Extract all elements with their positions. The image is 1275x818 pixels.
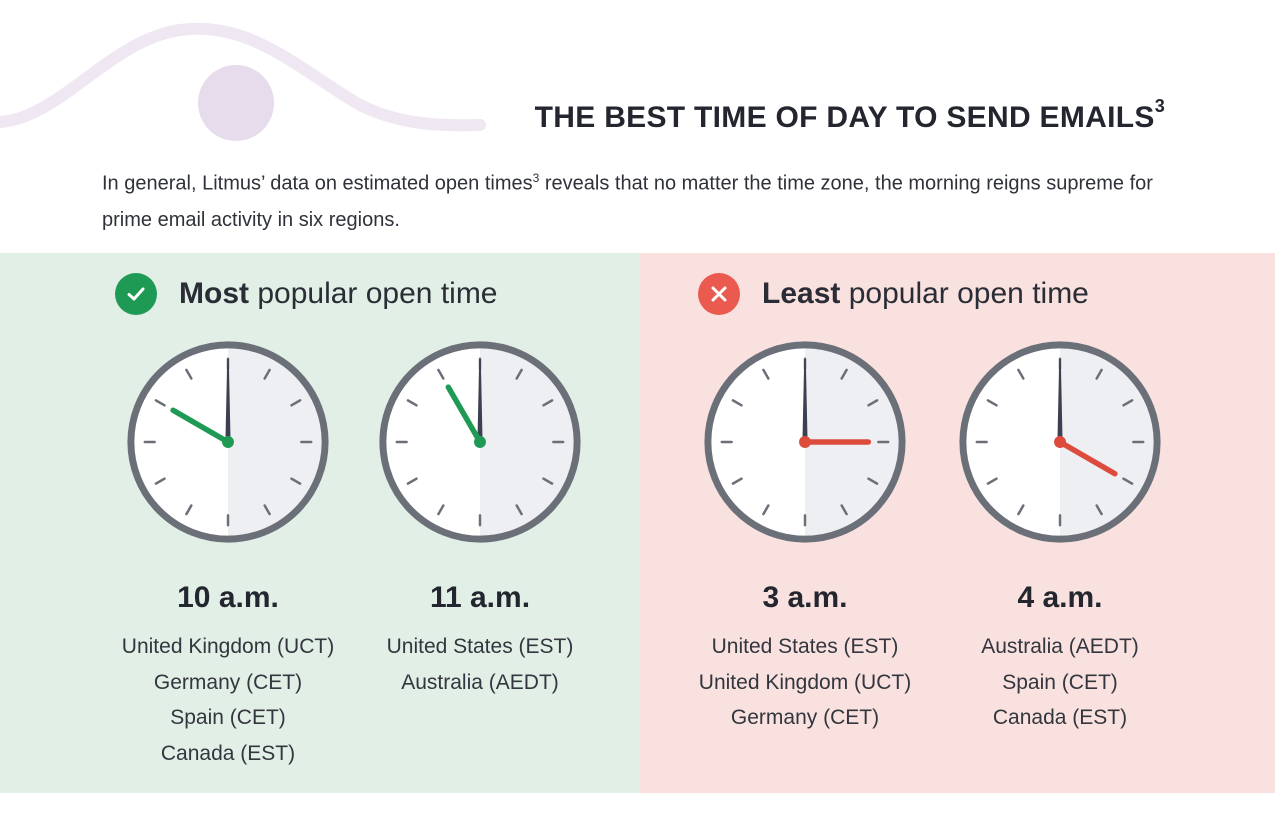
- clock-icon: [379, 341, 581, 543]
- clock-icon: [127, 341, 329, 543]
- clock-card: 10 a.m. United Kingdom (UCT) Germany (CE…: [113, 333, 343, 771]
- clock-center: [1054, 436, 1066, 448]
- title-footnote: 3: [1154, 96, 1165, 116]
- clock-center: [799, 436, 811, 448]
- least-popular-heading-rest: popular open time: [840, 277, 1089, 310]
- hour-hand: [445, 384, 483, 445]
- region-item: United States (EST): [711, 635, 899, 658]
- clock-tick: [154, 399, 166, 407]
- least-popular-heading: Least popular open time: [698, 273, 1089, 315]
- clock-tick: [263, 504, 271, 516]
- region-item: Spain (CET): [1002, 670, 1118, 694]
- clock-tick: [154, 477, 166, 485]
- clock-tick: [185, 504, 193, 516]
- clock-tick: [263, 368, 271, 380]
- page-title: THE BEST TIME OF DAY TO SEND EMAILS3: [534, 96, 1165, 134]
- most-popular-heading: Most popular open time: [115, 273, 498, 315]
- region-item: Canada (EST): [992, 706, 1128, 729]
- check-icon: [115, 273, 157, 315]
- clock-tick: [1095, 504, 1103, 516]
- clock-tick: [1095, 368, 1103, 380]
- clock-face-shade: [228, 344, 326, 540]
- time-label: 3 a.m.: [762, 581, 848, 614]
- clock-tick: [542, 399, 554, 407]
- region-list: United States (EST) Australia (AEDT): [365, 629, 595, 700]
- minute-hand: [1057, 358, 1063, 442]
- clock-tick: [986, 399, 998, 407]
- clock-tick: [437, 368, 445, 380]
- time-label: 11 a.m.: [429, 581, 531, 614]
- clock-tick: [986, 477, 998, 485]
- clock-tick: [840, 368, 848, 380]
- clock-card: 4 a.m. Australia (AEDT) Spain (CET) Cana…: [945, 333, 1175, 736]
- minute-hand: [225, 358, 231, 442]
- clock-tick: [185, 368, 193, 380]
- clock-tick: [1122, 477, 1134, 485]
- time-label: 4 a.m.: [1017, 581, 1103, 614]
- clock-tick: [406, 477, 418, 485]
- intro-text: In general, Litmus’ data on estimated op…: [102, 171, 1153, 231]
- clock-tick: [437, 504, 445, 516]
- clock-tick: [290, 477, 302, 485]
- decorative-circle: [198, 65, 274, 141]
- least-popular-panel: Least popular open time 3 a.m. United St…: [640, 253, 1275, 793]
- intro-footnote: 3: [532, 171, 540, 185]
- clock-tick: [406, 399, 418, 407]
- clock-tick: [762, 368, 770, 380]
- minute-hand: [802, 358, 808, 442]
- clock-tick: [515, 504, 523, 516]
- clock-icon: [704, 341, 906, 543]
- clock-icon: [959, 341, 1161, 543]
- clock-rim: [704, 341, 906, 543]
- region-list: United States (EST) United Kingdom (UCT)…: [690, 629, 920, 736]
- region-item: Australia (AEDT): [981, 635, 1139, 658]
- region-item: Germany (CET): [153, 670, 303, 694]
- region-item: United States (EST): [386, 635, 574, 658]
- region-item: Canada (EST): [160, 741, 296, 765]
- clock-tick: [542, 477, 554, 485]
- most-popular-panel: Most popular open time 10 a.m. United Ki…: [0, 253, 640, 793]
- clock-tick: [731, 477, 743, 485]
- hour-hand: [170, 407, 231, 445]
- region-item: Spain (CET): [170, 706, 286, 729]
- region-list: United Kingdom (UCT) Germany (CET) Spain…: [113, 629, 343, 771]
- clock-tick: [1017, 368, 1025, 380]
- most-popular-heading-bold: Most: [179, 277, 249, 310]
- clock-tick: [515, 368, 523, 380]
- clock-card: 11 a.m. United States (EST) Australia (A…: [365, 333, 595, 700]
- clock-tick: [731, 399, 743, 407]
- clock-rim: [127, 341, 329, 543]
- clock-tick: [762, 504, 770, 516]
- clock-face-shade: [480, 344, 578, 540]
- clock-rim: [959, 341, 1161, 543]
- clock-tick: [867, 399, 879, 407]
- region-item: United Kingdom (UCT): [698, 670, 912, 694]
- clock-tick: [1017, 504, 1025, 516]
- clock-card: 3 a.m. United States (EST) United Kingdo…: [690, 333, 920, 736]
- minute-hand: [477, 358, 483, 442]
- x-icon: [698, 273, 740, 315]
- clock-tick: [1122, 399, 1134, 407]
- clock-rim: [379, 341, 581, 543]
- most-popular-heading-rest: popular open time: [249, 277, 498, 310]
- time-label: 10 a.m.: [177, 581, 279, 614]
- clock-center: [222, 436, 234, 448]
- region-item: Australia (AEDT): [401, 670, 559, 694]
- clock-face-shade: [1060, 344, 1158, 540]
- clock-tick: [290, 399, 302, 407]
- hour-hand: [1057, 439, 1118, 477]
- region-item: United Kingdom (UCT): [121, 635, 335, 658]
- decorative-wave: [0, 22, 486, 141]
- region-list: Australia (AEDT) Spain (CET) Canada (EST…: [945, 629, 1175, 736]
- least-popular-heading-bold: Least: [762, 277, 841, 310]
- clock-tick: [867, 477, 879, 485]
- clock-center: [474, 436, 486, 448]
- clock-tick: [840, 504, 848, 516]
- region-item: Germany (CET): [730, 706, 880, 729]
